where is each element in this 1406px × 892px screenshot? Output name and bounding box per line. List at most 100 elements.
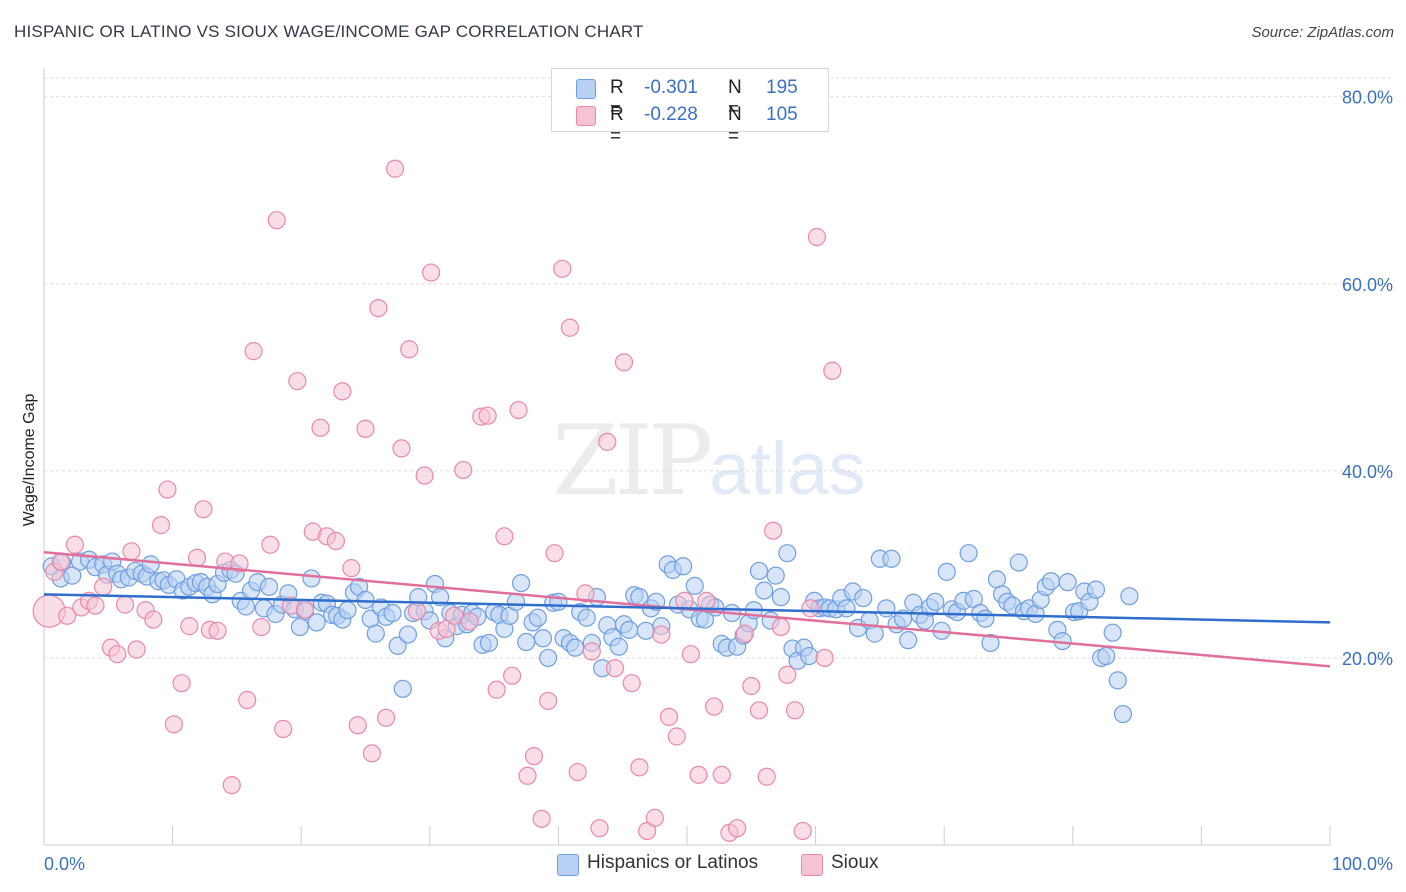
data-point-sioux [348,716,367,735]
data-point-sioux [407,602,427,621]
data-point-sioux [545,544,564,563]
data-point-sioux [208,621,227,640]
data-point-hispanic [566,638,585,657]
data-point-hispanic [577,608,596,627]
data-point-hispanic [837,599,856,618]
data-point-sioux [164,715,183,734]
data-point-sioux [415,466,434,485]
correlation-legend: R = -0.301 N = 195 R = -0.228 N = 105 [551,68,829,147]
trend-lines [43,550,1331,668]
data-point-hispanic [141,555,160,574]
data-point-sioux [598,432,617,451]
data-point-sioux [681,645,700,664]
y-tick-label: 40.0% [1342,462,1393,482]
data-point-sioux [712,765,731,784]
legend-r-label: R = [610,104,624,147]
data-point-sioux [86,596,105,615]
data-point-hispanic [1009,553,1028,572]
data-point-hispanic [1097,646,1116,666]
data-point-sioux [460,612,479,631]
legend-swatch-pink [801,854,823,876]
data-point-hispanic [854,588,873,608]
data-point-sioux [785,701,805,720]
legend-n-value: 105 [766,104,798,125]
x-tick-label-min: 0.0% [44,854,85,874]
data-point-hispanic [479,633,499,653]
data-point-sioux [532,809,551,828]
data-point-hispanic [512,573,531,593]
data-point-hispanic [533,629,553,648]
data-point-sioux [815,648,834,668]
data-point-sioux [659,707,679,726]
data-point-sioux [376,708,396,727]
data-point-sioux [778,665,797,684]
series-legend: Hispanics or Latinos Sioux [0,852,1406,878]
data-point-hispanic [778,544,797,563]
data-point-sioux [51,552,70,571]
data-point-hispanic [620,620,639,639]
data-point-sioux [65,535,84,554]
data-point-hispanic [685,576,704,596]
data-point-sioux [421,263,441,282]
data-point-sioux [122,542,141,561]
trend-line-hispanic [43,593,1331,624]
data-point-sioux [630,758,649,777]
data-point-sioux [576,584,595,603]
data-point-hispanic [517,632,536,652]
data-point-sioux [115,595,135,614]
data-point-sioux [392,439,411,458]
data-point-hispanic [549,592,568,611]
data-point-sioux [560,318,580,337]
data-point-hispanic [1086,580,1106,599]
data-point-sioux [187,548,207,567]
data-point-hispanic [877,599,896,618]
data-point-sioux [144,610,163,629]
data-point-sioux [108,645,127,664]
data-point-sioux [400,340,419,359]
series-sioux [32,159,842,842]
tick-labels: 20.0% 40.0% 60.0% 80.0% 0.0% 100.0% [44,88,1393,874]
data-point-hispanic [674,557,693,576]
data-point-hispanic [926,592,945,611]
data-point-hispanic [766,566,785,585]
data-point-hispanic [636,621,655,640]
data-point-sioux [757,767,776,786]
data-point-sioux [261,535,280,554]
data-point-sioux [252,617,271,637]
legend-swatch-pink [576,106,596,126]
y-tick-label: 80.0% [1342,88,1393,108]
data-point-hispanic [609,637,628,656]
data-point-sioux [524,747,544,766]
data-point-sioux [127,640,146,659]
data-point-sioux [326,531,346,551]
data-point-sioux [652,625,671,644]
data-point-sioux [172,674,191,693]
data-point-sioux [622,674,641,693]
legend-r-value: -0.301 [644,77,698,98]
data-point-sioux [590,819,609,838]
data-point-sioux [749,701,769,720]
data-point-hispanic [981,633,1000,653]
data-point-sioux [495,527,514,546]
data-point-hispanic [236,597,256,616]
data-point-sioux [582,642,601,661]
data-point-hispanic [1058,573,1077,592]
data-point-sioux [667,727,686,746]
data-point-sioux [518,766,537,785]
data-point-hispanic [959,544,978,563]
data-point-hispanic [539,648,558,668]
data-point-sioux [735,624,754,643]
data-point-sioux [288,371,307,391]
data-point-sioux [369,299,388,318]
data-point-hispanic [398,625,418,644]
data-point-sioux [158,480,177,499]
data-point-hispanic [1103,623,1122,642]
watermark-atlas: atlas [709,427,866,510]
data-point-sioux [487,680,506,699]
data-point-sioux [605,659,625,678]
data-point-hispanic [937,562,956,581]
chart-title: HISPANIC OR LATINO VS SIOUX WAGE/INCOME … [14,22,644,41]
data-point-sioux [568,762,587,782]
data-point-hispanic [899,631,918,650]
